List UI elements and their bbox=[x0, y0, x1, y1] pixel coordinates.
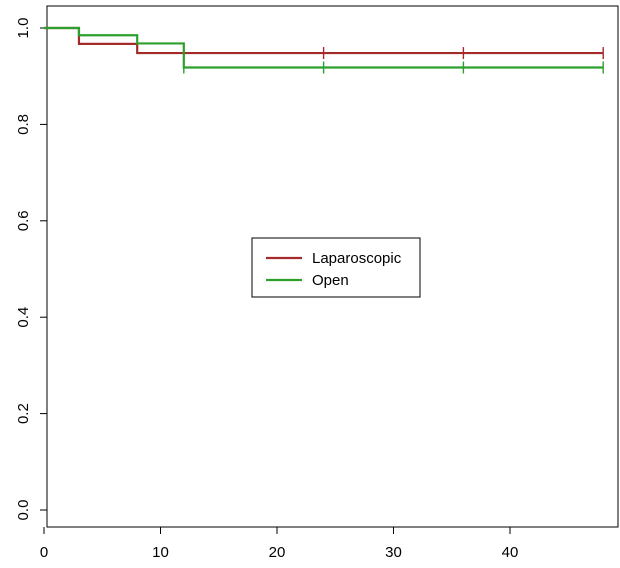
x-tick-label: 10 bbox=[152, 544, 169, 561]
axes: 0 10 20 30 40 0.0 0.2 0.4 0.6 0.8 1.0 bbox=[15, 5, 619, 561]
y-tick-label: 0.4 bbox=[15, 307, 32, 328]
plot-frame bbox=[46, 5, 619, 528]
y-tick-label: 1.0 bbox=[15, 18, 32, 39]
legend-label: Open bbox=[312, 272, 349, 289]
series-open bbox=[44, 26, 604, 74]
series-laparoscopic bbox=[44, 26, 604, 60]
y-tick-label: 0.2 bbox=[15, 403, 32, 424]
legend: Laparoscopic Open bbox=[251, 237, 421, 298]
y-tick-label: 0.8 bbox=[15, 114, 32, 135]
y-tick-label: 0.0 bbox=[15, 500, 32, 521]
series-layer bbox=[44, 26, 604, 74]
legend-box bbox=[251, 237, 421, 298]
legend-label: Laparoscopic bbox=[312, 250, 402, 267]
x-tick-label: 20 bbox=[269, 544, 286, 561]
x-tick-label: 30 bbox=[385, 544, 402, 561]
x-tick-label: 40 bbox=[502, 544, 519, 561]
x-tick-label: 0 bbox=[40, 544, 48, 561]
y-tick-label: 0.6 bbox=[15, 210, 32, 231]
